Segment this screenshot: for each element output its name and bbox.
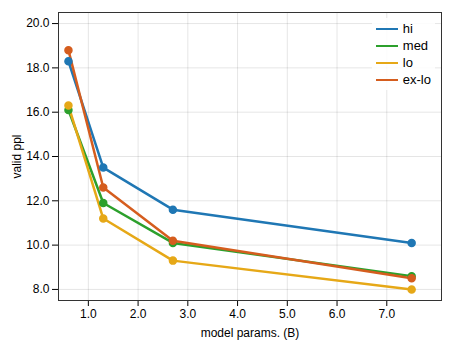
svg-text:14.0: 14.0	[26, 149, 50, 163]
svg-text:valid ppl: valid ppl	[10, 134, 24, 178]
svg-text:4.0: 4.0	[229, 307, 246, 321]
svg-text:10.0: 10.0	[26, 238, 50, 252]
svg-text:5.0: 5.0	[279, 307, 296, 321]
html-text:hi: hi	[402, 21, 413, 36]
svg-text:8.0: 8.0	[33, 282, 50, 296]
svg-text:1.0: 1.0	[80, 307, 97, 321]
svg-text:6.0: 6.0	[329, 307, 346, 321]
svg-text:20.0: 20.0	[26, 16, 50, 30]
svg-text:model params. (B): model params. (B)	[201, 326, 300, 340]
svg-text:7.0: 7.0	[378, 307, 395, 321]
html-text:med: med	[402, 38, 429, 53]
svg-text:2.0: 2.0	[130, 307, 147, 321]
html-text:ex-lo: ex-lo	[402, 72, 431, 87]
svg-text:3.0: 3.0	[179, 307, 196, 321]
html-text:lo: lo	[402, 55, 413, 70]
svg-text:16.0: 16.0	[26, 105, 50, 119]
svg-text:18.0: 18.0	[26, 61, 50, 75]
svg-text:12.0: 12.0	[26, 194, 50, 208]
